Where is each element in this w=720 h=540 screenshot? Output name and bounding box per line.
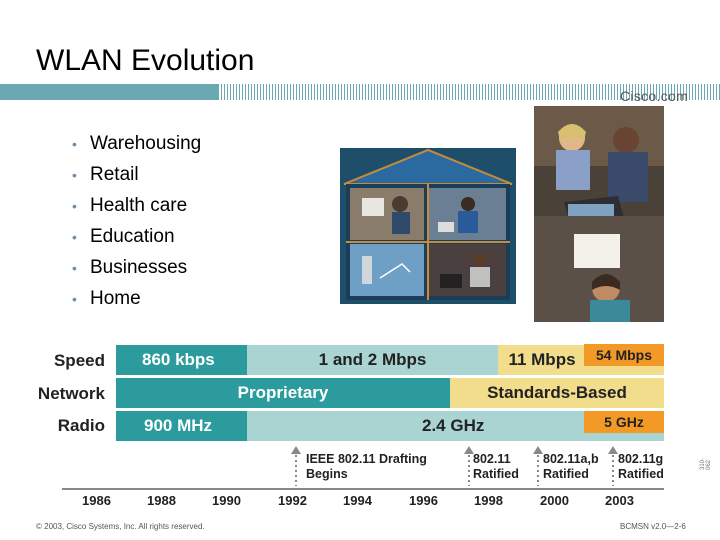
cisco-logo[interactable]: Cisco.com [620, 88, 689, 104]
event-2003: 802.11g Ratified [618, 452, 664, 482]
bullet-item: • Education [72, 221, 201, 252]
bullet-icon: • [72, 198, 77, 214]
event-1998-line2: Ratified [473, 467, 519, 481]
network-segment-standards: Standards-Based [450, 378, 664, 408]
bullet-icon: • [72, 229, 77, 245]
event-1998: 802.11 Ratified [473, 452, 519, 482]
event-2003-line1: 802.11g [618, 452, 664, 466]
speed-segment-54mbps: 54 Mbps [584, 344, 664, 366]
event-1992-line1: IEEE 802.11 Drafting [306, 452, 427, 466]
event-2000: 802.11a,b Ratified [543, 452, 599, 482]
bullet-text: Home [90, 288, 141, 309]
row-label-network: Network [37, 384, 105, 403]
year-tick: 1988 [147, 493, 176, 508]
meeting-photo [534, 106, 664, 322]
network-segment-proprietary: Proprietary [116, 378, 450, 408]
bullet-item: • Retail [72, 159, 201, 190]
bullet-list: • Warehousing • Retail • Health care • Educa… [72, 128, 201, 314]
event-2000-line2: Ratified [543, 467, 589, 481]
speed-segment-1-2mbps: 1 and 2 Mbps [247, 345, 498, 375]
bullet-item: • Businesses [72, 252, 201, 283]
timeline-axis [62, 488, 664, 490]
side-id: 310-062 [700, 457, 712, 470]
bullet-icon: • [72, 260, 77, 276]
bullet-item: • Home [72, 283, 201, 314]
radio-2-4ghz-label: 2.4 GHz [422, 416, 485, 435]
bullet-text: Warehousing [90, 133, 202, 154]
year-tick: 1998 [474, 493, 503, 508]
bullet-icon: • [72, 291, 77, 307]
year-tick: 1992 [278, 493, 307, 508]
bullet-text: Health care [90, 195, 188, 216]
timeline-markers [291, 446, 618, 486]
course-id: BCMSN v2.0—2-6 [620, 522, 686, 531]
header-bar [0, 84, 720, 100]
event-1998-line1: 802.11 [473, 452, 511, 466]
event-2003-line2: Ratified [618, 467, 664, 481]
bullet-item: • Warehousing [72, 128, 201, 159]
year-tick: 1986 [82, 493, 111, 508]
bullet-text: Education [90, 226, 175, 247]
year-tick: 2000 [540, 493, 569, 508]
year-tick: 1996 [409, 493, 438, 508]
speed-segment-860kbps: 860 kbps [116, 345, 247, 375]
event-2000-line1: 802.11a,b [543, 452, 599, 466]
bullet-text: Businesses [90, 257, 188, 278]
copyright-text: © 2003, Cisco Systems, Inc. All rights r… [36, 522, 205, 531]
bullet-item: • Health care [72, 190, 201, 221]
event-1992-line2: Begins [306, 467, 348, 481]
page-title: WLAN Evolution [36, 44, 255, 77]
year-tick: 1994 [343, 493, 372, 508]
bullet-text: Retail [90, 164, 139, 185]
year-tick: 1990 [212, 493, 241, 508]
radio-segment-900mhz: 900 MHz [116, 411, 247, 441]
speed-segment-11mbps: 11 Mbps [498, 345, 586, 375]
row-label-speed: Speed [53, 351, 105, 370]
row-label-radio: Radio [57, 416, 105, 435]
year-tick: 2003 [605, 493, 634, 508]
bullet-icon: • [72, 136, 77, 152]
radio-segment-5ghz: 5 GHz [584, 411, 664, 433]
event-1992: IEEE 802.11 Drafting Begins [306, 452, 427, 482]
house-photo-collage [340, 148, 516, 304]
bullet-icon: • [72, 167, 77, 183]
